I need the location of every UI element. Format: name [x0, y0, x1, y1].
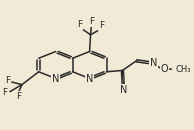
Text: O: O	[160, 64, 168, 74]
Text: N: N	[86, 73, 93, 83]
Text: N: N	[52, 73, 59, 83]
Text: N: N	[150, 58, 157, 68]
Text: F: F	[77, 20, 82, 29]
Text: F: F	[99, 21, 104, 30]
Text: F: F	[5, 76, 10, 85]
Text: F: F	[17, 92, 22, 101]
Text: N: N	[120, 85, 127, 95]
Text: F: F	[89, 17, 94, 26]
Text: F: F	[3, 89, 8, 98]
Text: CH₃: CH₃	[176, 65, 191, 74]
